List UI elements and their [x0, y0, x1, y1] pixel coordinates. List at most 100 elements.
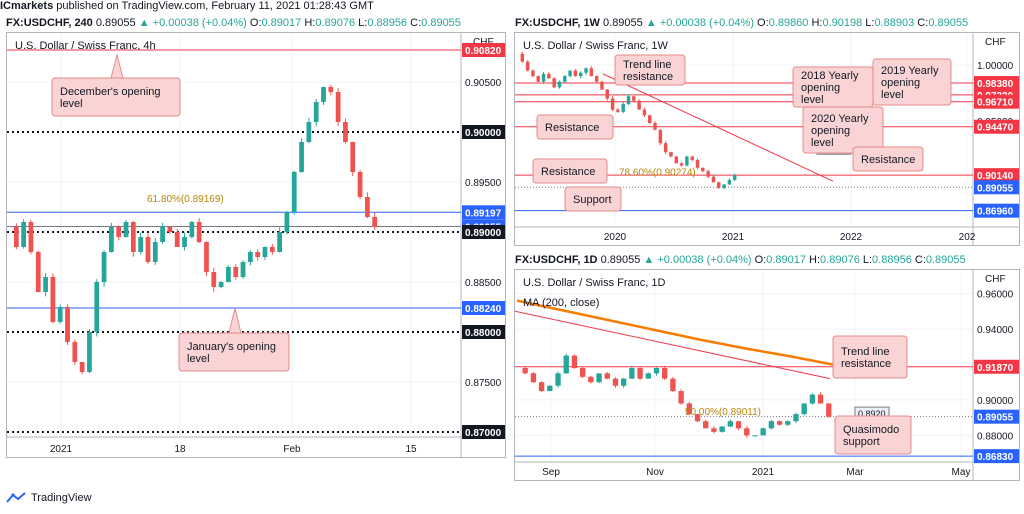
candle-body — [240, 262, 246, 277]
price-label-bg — [974, 359, 1019, 374]
candle-body — [233, 267, 239, 277]
candle-body — [204, 242, 209, 272]
y-tick-label: 0.94000 — [977, 325, 1014, 336]
candle-body — [555, 373, 561, 386]
candle-body — [637, 100, 641, 110]
candle-body — [776, 421, 783, 425]
candle-body — [690, 156, 694, 160]
candle-body — [629, 368, 635, 379]
y-tick-label: 0.87500 — [465, 378, 502, 389]
x-tick-label: May — [952, 467, 971, 478]
trend-line — [602, 73, 834, 182]
candle-body — [328, 87, 334, 92]
ma-label: MA (200, close) — [523, 297, 599, 309]
annotation-text: Resistance — [861, 154, 915, 166]
candle-body — [674, 156, 679, 164]
y-tick-label: 0.96000 — [977, 290, 1014, 301]
annotation-text: level — [801, 94, 824, 106]
price-label: 0.88240 — [465, 304, 502, 315]
candle-body — [809, 394, 816, 404]
annotation-text: opening — [801, 82, 840, 94]
w1-header: FX:USDCHF, 1W 0.89055 ▲ +0.00038 (+0.04%… — [515, 17, 969, 29]
candle-body — [706, 171, 710, 177]
candle-body — [571, 355, 578, 368]
x-tick-label: 202 — [959, 232, 976, 243]
annotation-text: 2019 Yearly — [881, 65, 939, 77]
annotation-text: Trend line — [623, 59, 672, 71]
candle-body — [79, 362, 85, 372]
w1-chart[interactable]: U.S. Dollar / Swiss Franc, 1W CHF 1.00000 0… — [515, 33, 1019, 245]
y-tick-label: 0.89500 — [465, 178, 502, 189]
candle-body — [364, 197, 370, 217]
candle-body — [801, 403, 807, 415]
candle-body — [152, 242, 158, 262]
h4-symbol: FX:USDCHF, 240 — [6, 17, 93, 29]
candle-body — [563, 355, 569, 374]
candle-body — [277, 232, 282, 252]
candle-body — [588, 376, 594, 383]
footer-brand[interactable]: TradingView — [31, 492, 92, 504]
candle-body — [538, 382, 545, 392]
price-label: 0.88000 — [465, 328, 502, 339]
candle-body — [768, 421, 775, 429]
price-label-bg — [462, 225, 505, 239]
candle-body — [299, 142, 304, 172]
d1-last: 0.89055 — [600, 254, 641, 266]
candle-body — [727, 180, 732, 185]
price-label-bg — [974, 119, 1019, 134]
annotation-text: Quasimodo — [843, 424, 899, 436]
x-tick-label: 2021 — [50, 444, 73, 455]
price-label-bg — [974, 449, 1019, 464]
h4-chart[interactable]: U.S. Dollar / Swiss Franc, 4h CHF 0.90500 0… — [7, 33, 505, 457]
annotation-text: support — [843, 436, 880, 448]
candle-body — [662, 368, 668, 379]
publisher-text: published on TradingView.com, February 1… — [56, 0, 374, 12]
candle-body — [557, 81, 562, 88]
x-tick-label: 2021 — [722, 232, 745, 243]
candle-body — [87, 332, 92, 372]
candle-body — [579, 368, 586, 377]
annotation-text: Resistance — [541, 166, 595, 178]
candle-body — [43, 277, 48, 292]
candle-body — [196, 222, 202, 242]
annotation-box — [536, 114, 614, 140]
candle-body — [717, 182, 721, 188]
candle-body — [530, 373, 537, 383]
w1-chart-panel[interactable]: U.S. Dollar / Swiss Franc, 1W CHF 1.00000 0… — [514, 32, 1020, 246]
annotation-box — [532, 158, 608, 184]
candle-body — [573, 70, 578, 77]
candle-body — [648, 115, 652, 124]
x-tick-label: 2020 — [604, 232, 627, 243]
annotation-pointer — [228, 307, 242, 334]
d1-chart-panel[interactable]: MA (200, close) U.S. Dollar / Swiss Franc… — [514, 269, 1020, 481]
candle-body — [94, 282, 100, 332]
y-tick-label: 0.88000 — [977, 431, 1014, 442]
y-tick-label: 0.90500 — [465, 78, 502, 89]
price-label: 0.89055 — [977, 183, 1014, 194]
annotation-text: Resistance — [545, 122, 599, 134]
candle-body — [817, 394, 824, 404]
price-label-bg — [462, 301, 505, 315]
h4-chart-panel[interactable]: U.S. Dollar / Swiss Franc, 4h CHF 0.90500 0… — [6, 32, 506, 458]
candle-body — [138, 237, 144, 252]
candle-body — [357, 172, 363, 197]
candle-body — [547, 73, 551, 79]
annotation-box — [614, 54, 686, 86]
price-label-bg — [462, 205, 505, 220]
candle-body — [522, 368, 528, 374]
d1-high: 0.89076 — [820, 254, 860, 266]
annotation-box — [802, 106, 884, 154]
annotation-text: opening — [881, 77, 920, 89]
price-label-bg — [462, 43, 505, 57]
annotation-text: resistance — [841, 358, 891, 370]
h4-header: FX:USDCHF, 240 0.89055 ▲ +0.00038 (+0.04… — [6, 17, 461, 29]
w1-last: 0.89055 — [603, 17, 643, 29]
candle-body — [189, 222, 195, 237]
candle-body — [167, 227, 173, 232]
candle-body — [605, 89, 609, 99]
footer[interactable]: TradingView — [6, 492, 92, 504]
w1-open: 0.89860 — [768, 17, 809, 29]
w1-low: 0.88903 — [874, 17, 915, 29]
d1-chart[interactable]: MA (200, close) U.S. Dollar / Swiss Franc… — [514, 270, 1019, 480]
x-tick-label: 18 — [174, 444, 186, 455]
